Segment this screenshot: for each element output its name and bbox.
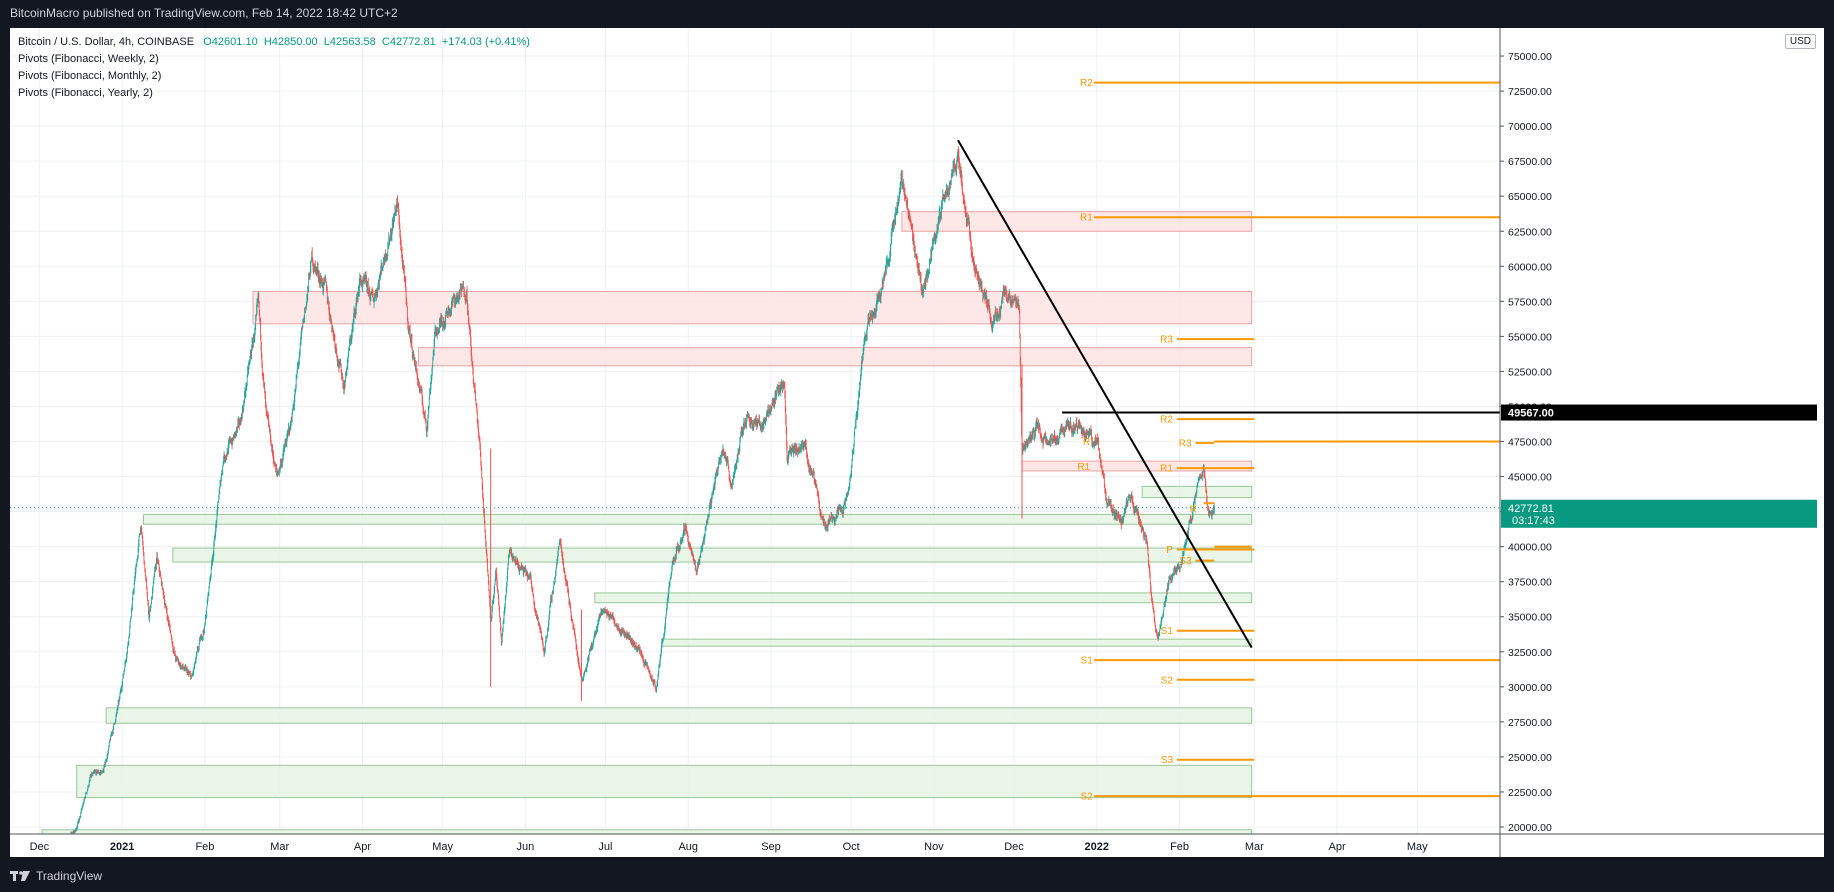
ohlc-high: H42850.00 [263, 36, 318, 48]
price-tick-label: 47500.00 [1508, 437, 1552, 449]
pivot-label-s1: S1 [1161, 626, 1174, 637]
time-tick-label: Aug [678, 841, 698, 853]
time-tick-label: Dec [30, 841, 50, 853]
pivot-label-r3: R3 [1160, 335, 1173, 346]
time-tick-label: Oct [843, 841, 860, 853]
price-tick-label: 60000.00 [1508, 261, 1552, 273]
support-zone-8 [661, 638, 1253, 647]
price-tick-label: 30000.00 [1508, 682, 1552, 694]
price-tick-label: 75000.00 [1508, 51, 1552, 63]
price-tick-label: 32500.00 [1508, 647, 1552, 659]
price-tick-label: 57500.00 [1508, 296, 1552, 308]
ohlc-low: L42563.58 [323, 36, 376, 48]
time-tick-label: 2022 [1085, 841, 1109, 853]
support-zone-9 [105, 707, 1253, 724]
pivot-tag-r1: R1 [1077, 462, 1090, 473]
currency-button[interactable]: USD [1784, 34, 1816, 49]
chart-panel[interactable]: R2 R1 S1 S2 R3 R2 R1 P S1 S2 S3 R3 S3 R R R1 20000.00 225… [10, 28, 1824, 857]
ohlc-open: O42601.10 [203, 36, 258, 48]
price-tick-label: 35000.00 [1508, 612, 1552, 624]
time-tick-label: Feb [195, 841, 214, 853]
price-chart[interactable]: R2 R1 S1 S2 R3 R2 R1 P S1 S2 S3 R3 S3 R R R1 20000.00 225… [10, 28, 1824, 857]
legend-symbol-row: Bitcoin / U.S. Dollar, 4h, COINBASE O426… [18, 34, 530, 51]
price-tick-label: 37500.00 [1508, 577, 1552, 589]
time-tick-label: 2021 [110, 841, 134, 853]
horizontal-line-price-label: 49567.00 [1508, 408, 1554, 420]
pivot-label-p: P [1166, 545, 1173, 556]
pivot-label-r1: R1 [1160, 464, 1173, 475]
resistance-zone-2 [901, 211, 1253, 232]
support-zone-11 [41, 829, 1253, 834]
price-tick-label: 25000.00 [1508, 752, 1552, 764]
current-price-tag [1501, 499, 1817, 528]
grid-lines [10, 28, 1500, 834]
time-tick-label: Apr [354, 841, 371, 853]
price-tick-label: 72500.00 [1508, 86, 1552, 98]
price-tick-label: 45000.00 [1508, 472, 1552, 484]
symbol-title[interactable]: Bitcoin / U.S. Dollar, 4h, COINBASE [18, 36, 195, 48]
bar-countdown-label: 03:17:43 [1512, 515, 1555, 527]
time-tick-label: Mar [270, 841, 289, 853]
price-tick-label: 70000.00 [1508, 121, 1552, 133]
time-tick-label: Sep [761, 841, 781, 853]
resistance-zone-1 [418, 347, 1253, 367]
price-tick-label: 27500.00 [1508, 717, 1552, 729]
footer-brand: TradingView [10, 866, 102, 886]
pivot-label-r2: R2 [1080, 78, 1093, 89]
publisher-caption: BitcoinMacro published on TradingView.co… [10, 6, 398, 20]
time-tick-label: Mar [1245, 841, 1264, 853]
time-tick-label: May [432, 841, 453, 853]
price-tick-label: 40000.00 [1508, 542, 1552, 554]
price-tick-label: 22500.00 [1508, 787, 1552, 799]
ohlc-close: C42772.81 [381, 36, 436, 48]
price-tick-label: 67500.00 [1508, 156, 1552, 168]
plot-area: R2 R1 S1 S2 R3 R2 R1 P S1 S2 S3 R3 S3 R R R1 [41, 78, 1500, 834]
resistance-zone-0 [252, 291, 1253, 325]
pivot-tag-r: R [1083, 437, 1090, 448]
chart-legend: Bitcoin / U.S. Dollar, 4h, COINBASE O426… [18, 34, 530, 102]
time-tick-label: Dec [1004, 841, 1024, 853]
time-tick-label: May [1407, 841, 1428, 853]
price-axis: 20000.00 22500.00 25000.00 27500.00 30000.00… [1500, 51, 1552, 834]
time-tick-label: Jun [516, 841, 534, 853]
support-zone-5 [143, 513, 1253, 525]
pivot-label-s3: S3 [1161, 755, 1174, 766]
support-zone-10 [76, 764, 1253, 799]
time-tick-label: Apr [1329, 841, 1346, 853]
indicator-yearly-pivots[interactable]: Pivots (Fibonacci, Yearly, 2) [18, 87, 153, 99]
pivot-label-s2: S2 [1081, 792, 1094, 803]
ohlc-change: +174.03 (+0.41%) [441, 36, 530, 48]
support-zone-7 [594, 592, 1253, 604]
pivot-label-s1: S1 [1081, 656, 1094, 667]
candles [70, 146, 1215, 834]
time-tick-label: Jul [598, 841, 612, 853]
pivot-label-s3: S3 [1179, 556, 1192, 567]
support-zone-6 [172, 547, 1253, 563]
resistance-zone-3 [1021, 460, 1253, 472]
price-tick-label: 55000.00 [1508, 331, 1552, 343]
pivot-tag-r: R [1190, 504, 1197, 515]
pivot-label-s2: S2 [1161, 675, 1174, 686]
price-tick-label: 62500.00 [1508, 226, 1552, 238]
price-tick-label: 52500.00 [1508, 366, 1552, 378]
current-price-label: 42772.81 [1508, 503, 1554, 515]
tradingview-logo-icon [10, 871, 30, 881]
pivot-label-r3: R3 [1179, 438, 1192, 449]
price-tick-label: 20000.00 [1508, 822, 1552, 834]
pivot-label-r2: R2 [1160, 415, 1173, 426]
time-tick-label: Nov [924, 841, 944, 853]
price-tick-label: 65000.00 [1508, 191, 1552, 203]
tradingview-brand-text: TradingView [36, 869, 103, 883]
indicator-monthly-pivots[interactable]: Pivots (Fibonacci, Monthly, 2) [18, 70, 162, 82]
trendline [957, 139, 1253, 649]
indicator-weekly-pivots[interactable]: Pivots (Fibonacci, Weekly, 2) [18, 53, 159, 65]
time-tick-label: Feb [1170, 841, 1189, 853]
horizontal-line-price-tag [1501, 404, 1817, 421]
time-axis: Dec 2021 Feb Mar Apr May Jun Jul Aug Sep Oct Nov Dec… [30, 841, 1429, 853]
pivot-label-r1: R1 [1080, 213, 1093, 224]
